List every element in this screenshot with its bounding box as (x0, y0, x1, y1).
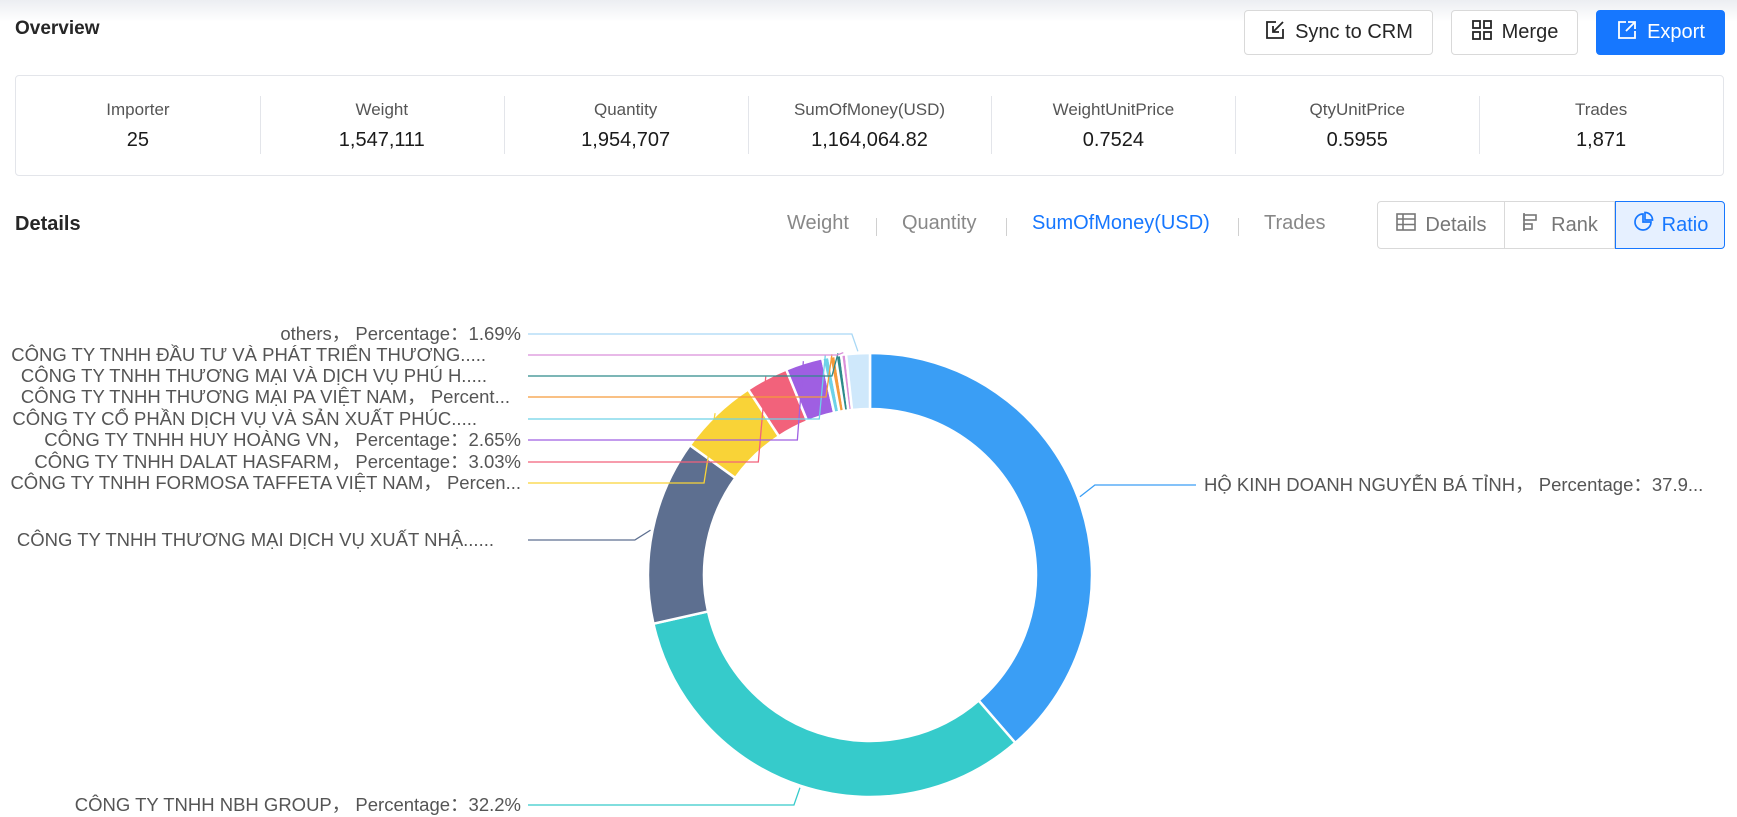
label-leader-line (528, 333, 859, 352)
stat-value: 1,164,064.82 (811, 128, 928, 151)
summary-stats: Importer 25 Weight 1,547,111 Quantity 1,… (15, 75, 1724, 176)
export-button[interactable]: Export (1596, 10, 1725, 55)
slice-label: CÔNG TY TNHH ĐẦU TƯ VÀ PHÁT TRIỂN THƯƠNG… (11, 344, 486, 365)
view-ratio-button[interactable]: Ratio (1615, 201, 1725, 249)
view-rank-label: Rank (1551, 213, 1598, 236)
stat-label: Quantity (593, 99, 658, 119)
slice-label: CÔNG TY TNHH THƯƠNG MẠI DỊCH VỤ XUẤT NHẬ… (17, 529, 494, 550)
stat-label: WeightUnitPrice (1052, 99, 1175, 119)
merge-label: Merge (1501, 21, 1559, 43)
tab-divider (876, 218, 877, 236)
donut-slice[interactable] (646, 443, 738, 626)
slice-label: CÔNG TY TNHH THƯƠNG MẠI VÀ DỊCH VỤ PHÚ H… (21, 365, 487, 386)
stat-label: SumOfMoney(USD) (793, 99, 946, 119)
pie-chart-icon (1632, 211, 1654, 239)
stat-importer: Importer 25 (16, 76, 260, 175)
label-leader-line (528, 529, 651, 541)
stat-qty-unit-price: QtyUnitPrice 0.5955 (1235, 76, 1479, 175)
stat-value: 0.5955 (1326, 128, 1388, 151)
slice-label: CÔNG TY TNHH HUY HOÀNG VN， Percentage：2.… (44, 429, 521, 450)
slice-label: CÔNG TY TNHH NBH GROUP， Percentage：32.2% (75, 794, 521, 815)
slice-label: CÔNG TY TNHH THƯƠNG MẠI PA VIỆT NAM， Per… (21, 386, 510, 407)
view-details-label: Details (1425, 213, 1487, 236)
label-leader-line (528, 355, 826, 420)
details-title: Details (15, 213, 81, 235)
tab-weight[interactable]: Weight (787, 212, 849, 234)
stat-trades: Trades 1,871 (1479, 76, 1723, 175)
label-leader-line (528, 787, 801, 806)
label-leader-line (528, 413, 716, 484)
stat-value: 1,547,111 (338, 128, 425, 151)
label-leader-line (528, 376, 767, 463)
stat-label: Trades (1574, 99, 1628, 119)
view-rank-button[interactable]: Rank (1505, 201, 1615, 249)
view-details-button[interactable]: Details (1377, 201, 1505, 249)
donut-slice[interactable] (651, 609, 1018, 799)
tab-trades[interactable]: Trades (1264, 212, 1326, 234)
merge-icon (1471, 19, 1493, 47)
label-leader-line (528, 351, 844, 356)
slice-label: others， Percentage：1.69% (280, 323, 521, 344)
stat-value: 1,871 (1576, 128, 1627, 151)
stat-value: 0.7524 (1082, 128, 1144, 151)
stat-weight-unit-price: WeightUnitPrice 0.7524 (991, 76, 1235, 175)
tab-quantity[interactable]: Quantity (902, 212, 977, 234)
label-leader-line (1079, 484, 1196, 498)
stat-label: Importer (106, 99, 170, 119)
label-leader-line (528, 353, 839, 377)
stat-value: 25 (126, 128, 150, 151)
donut-slice[interactable] (868, 351, 1094, 745)
stat-label: Weight (355, 99, 409, 119)
stat-quantity: Quantity 1,954,707 (503, 76, 748, 175)
sync-to-crm-button[interactable]: Sync to CRM (1244, 10, 1433, 55)
sync-label: Sync to CRM (1295, 21, 1413, 43)
label-leader-line (528, 354, 833, 398)
slice-label: CÔNG TY TNHH FORMOSA TAFFETA VIỆT NAM， P… (10, 472, 521, 493)
tab-sum-of-money[interactable]: SumOfMoney(USD) (1032, 212, 1210, 234)
view-ratio-label: Ratio (1661, 213, 1709, 236)
stat-sum-of-money: SumOfMoney(USD) 1,164,064.82 (747, 76, 992, 175)
donut-slice[interactable] (844, 351, 872, 412)
slice-label: CÔNG TY CỔ PHẦN DỊCH VỤ VÀ SẢN XUẤT PHÚC… (12, 408, 477, 429)
table-icon (1395, 211, 1417, 239)
export-label: Export (1647, 21, 1705, 43)
tab-divider (1006, 218, 1007, 236)
stat-weight: Weight 1,547,111 (259, 76, 504, 175)
slice-label: HỘ KINH DOANH NGUYỄN BÁ TỈNH， Percentage… (1204, 474, 1703, 495)
tab-divider (1238, 218, 1239, 236)
merge-button[interactable]: Merge (1451, 10, 1578, 55)
bar-rank-icon (1521, 211, 1543, 239)
label-leader-line (528, 361, 805, 441)
stat-label: QtyUnitPrice (1309, 99, 1405, 119)
export-icon (1616, 19, 1638, 47)
sync-icon (1264, 19, 1286, 47)
slice-label: CÔNG TY TNHH DALAT HASFARM， Percentage：3… (34, 451, 521, 472)
overview-title: Overview (15, 18, 100, 39)
stat-value: 1,954,707 (581, 128, 671, 151)
view-toggle-group: Details Rank Ratio (1377, 201, 1725, 249)
